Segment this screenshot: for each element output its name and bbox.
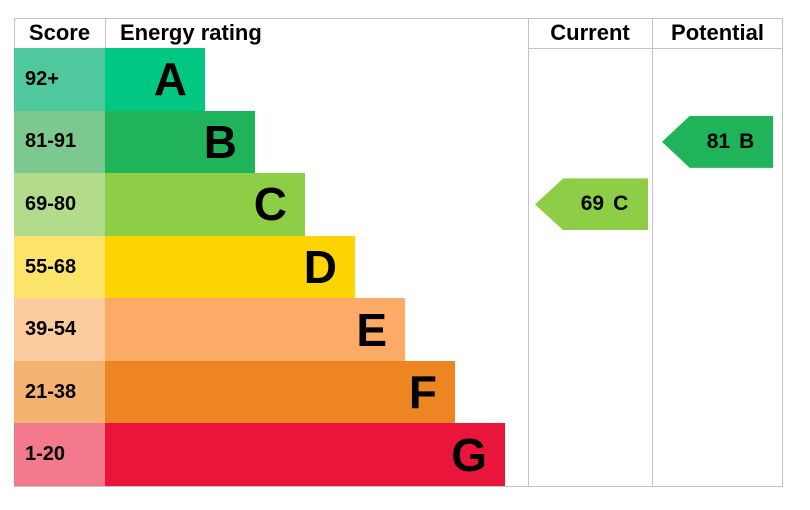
potential-score-value: 81: [706, 129, 731, 153]
score-column-header: Score: [28, 20, 91, 45]
energy-band-row: 81-91 B: [14, 110, 783, 174]
rating-bar: G: [105, 423, 505, 487]
score-range-label: 55-68: [14, 235, 105, 299]
current-rating-letter: C: [613, 192, 629, 216]
rating-letter: C: [253, 178, 287, 231]
current-score-value: 69: [580, 192, 605, 216]
rating-bar: D: [105, 235, 355, 299]
energy-band-row: 21-38 F: [14, 360, 783, 424]
rating-bar: E: [105, 298, 405, 361]
energy-band-row: 92+ A: [14, 48, 783, 111]
current-column-header: Current: [550, 20, 630, 45]
energy-band-row: 1-20 G: [14, 423, 783, 487]
table-border-bottom: [14, 486, 783, 487]
score-range-label: 81-91: [14, 110, 105, 174]
energy-band-row: 39-54 E: [14, 298, 783, 361]
rating-bar: C: [105, 173, 305, 236]
rating-letter: B: [203, 115, 237, 168]
column-divider-potential: [652, 18, 653, 487]
rating-letter: F: [408, 366, 437, 419]
rating-letter: E: [356, 303, 387, 356]
table-border-top: [14, 18, 783, 19]
score-range-label: 92+: [14, 48, 105, 111]
potential-column-header: Potential: [671, 20, 764, 45]
column-divider-current: [528, 18, 529, 487]
rating-bar: F: [105, 360, 455, 424]
header-separator-score-energy: [105, 18, 106, 48]
table-border-right: [782, 18, 783, 487]
rating-letter: A: [153, 53, 187, 106]
rating-bar: A: [105, 48, 205, 111]
header-underline-right-columns: [529, 48, 783, 49]
energy-rating-column-header: Energy rating: [120, 20, 262, 45]
score-range-label: 39-54: [14, 298, 105, 361]
rating-letter: D: [303, 241, 337, 294]
score-range-label: 1-20: [14, 423, 105, 487]
rating-bar: B: [105, 110, 255, 174]
energy-rating-bands: 92+ A 81-91 B 69-80 C 55-68 D 39-54 E 21…: [14, 48, 783, 487]
energy-band-row: 55-68 D: [14, 235, 783, 299]
rating-letter: G: [451, 428, 487, 481]
score-range-label: 21-38: [14, 360, 105, 424]
potential-rating-letter: B: [739, 129, 755, 153]
header-border-left: [14, 18, 15, 48]
score-range-label: 69-80: [14, 173, 105, 236]
energy-band-row: 69-80 C: [14, 173, 783, 236]
